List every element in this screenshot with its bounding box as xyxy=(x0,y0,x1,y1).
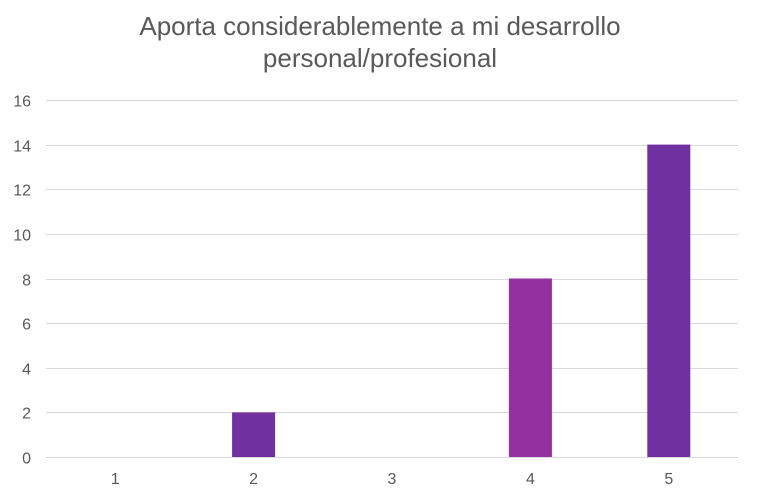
chart-title: Aporta considerablemente a mi desarrollo… xyxy=(0,10,760,74)
y-tick-label: 2 xyxy=(22,406,31,423)
y-tick-label: 8 xyxy=(22,273,31,290)
y-tick-label: 16 xyxy=(13,94,31,111)
y-tick-label: 10 xyxy=(13,228,31,245)
chart-title-line-2: personal/profesional xyxy=(262,43,498,73)
bar-4 xyxy=(508,278,552,457)
x-tick-label: 2 xyxy=(249,471,258,488)
y-axis: 0 2 4 6 8 10 12 14 16 xyxy=(13,94,31,468)
x-tick-label: 5 xyxy=(664,471,673,488)
y-tick-label: 12 xyxy=(13,183,31,200)
y-tick-label: 0 xyxy=(22,451,31,468)
gridlines xyxy=(46,100,738,458)
x-axis: 1 2 3 4 5 xyxy=(111,471,674,488)
y-tick-label: 14 xyxy=(13,139,31,156)
bar-2 xyxy=(232,412,276,457)
bar-5 xyxy=(647,144,691,457)
x-tick-label: 1 xyxy=(111,471,120,488)
y-tick-label: 4 xyxy=(22,362,31,379)
x-tick-label: 4 xyxy=(526,471,535,488)
y-tick-label: 6 xyxy=(22,317,31,334)
x-tick-label: 3 xyxy=(388,471,397,488)
chart-title-line-1: Aporta considerablemente a mi desarrollo xyxy=(139,11,621,41)
bars xyxy=(232,144,691,457)
